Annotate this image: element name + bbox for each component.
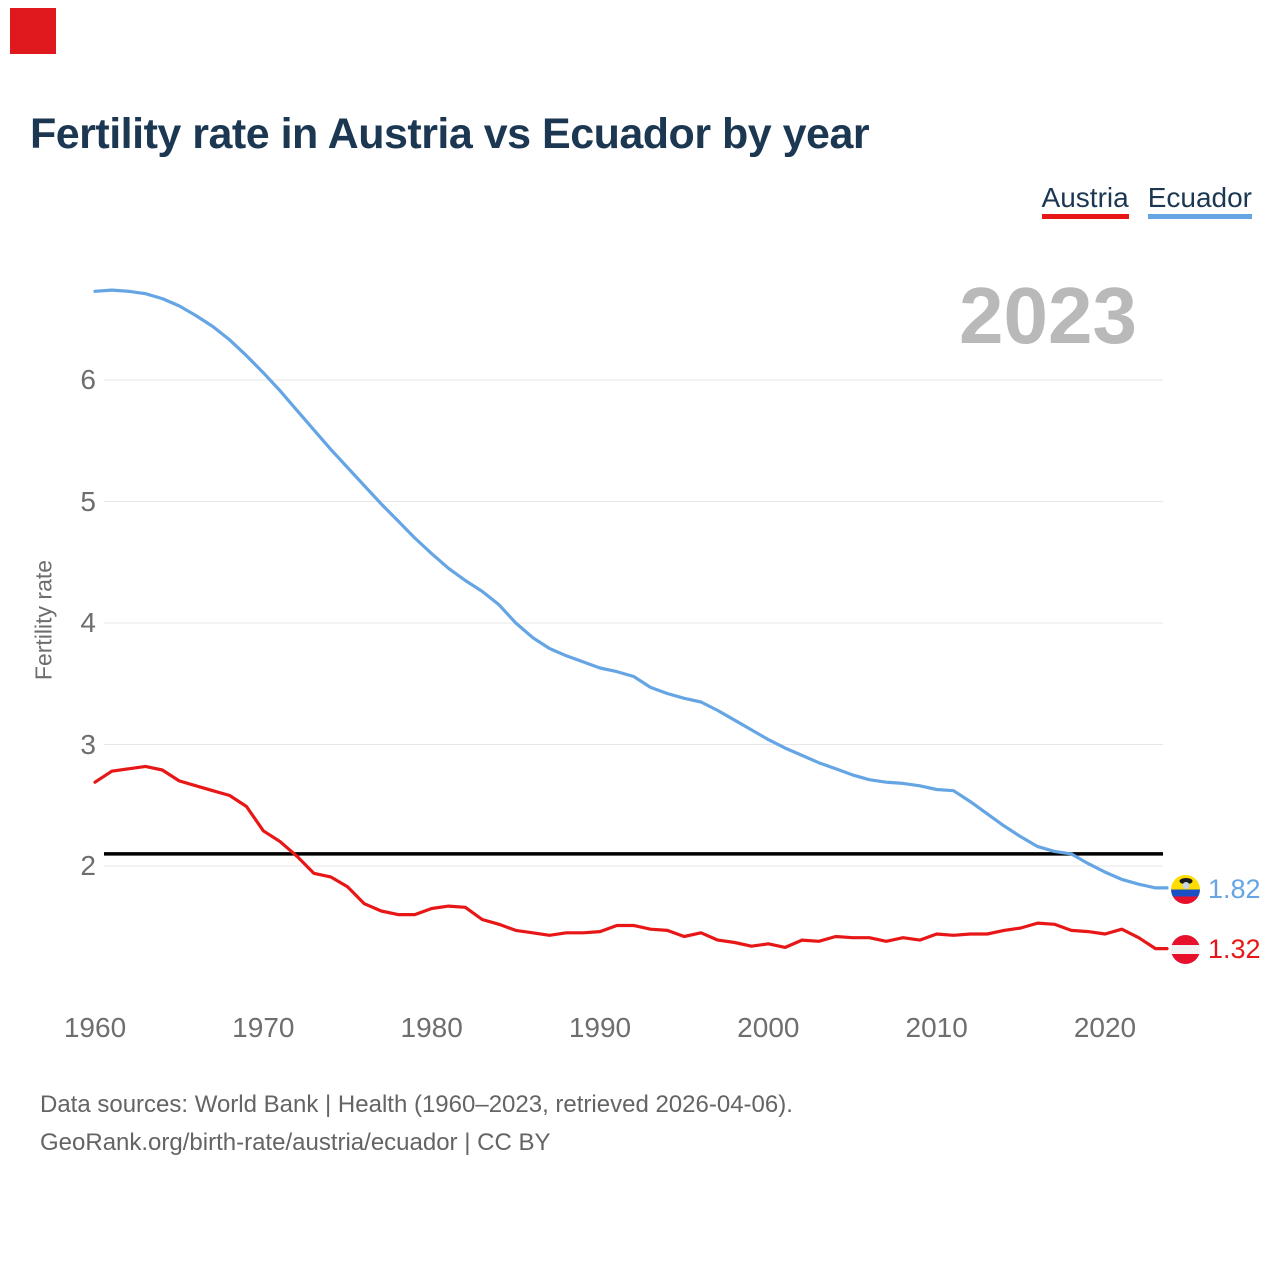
x-tick-label: 1960 (63, 1012, 127, 1043)
legend: Austria Ecuador (1041, 183, 1252, 219)
ecuador-flag-icon (1171, 874, 1200, 904)
footer-data-sources: Data sources: World Bank | Health (1960–… (40, 1091, 793, 1118)
x-tick-label: 2010 (905, 1012, 968, 1043)
x-tick-label: 1980 (400, 1012, 463, 1043)
ecuador-series-line[interactable] (93, 288, 1169, 890)
y-tick-label: 4 (80, 607, 96, 638)
austria-end-value: 1.32 (1208, 934, 1261, 964)
y-tick-label: 5 (80, 485, 96, 517)
y-tick-label: 2 (80, 850, 96, 881)
footer: Data sources: World Bank | Health (1960–… (40, 1086, 793, 1162)
y-tick-label: 6 (80, 364, 96, 395)
page-title: Fertility rate in Austria vs Ecuador by … (30, 110, 870, 158)
austria-end-label: 1.32 (1171, 934, 1261, 964)
red-corner-marker (10, 8, 56, 54)
austria-flag-icon (1171, 934, 1200, 964)
ecuador-end-label: 1.82 (1171, 874, 1261, 904)
austria-series-line[interactable] (93, 764, 1169, 951)
x-tick-label: 1990 (568, 1012, 632, 1043)
gridlines (104, 379, 1163, 867)
legend-item-ecuador[interactable]: Ecuador (1147, 183, 1252, 219)
x-tick-label: 1970 (232, 1012, 295, 1043)
legend-item-austria[interactable]: Austria (1041, 183, 1129, 219)
year-watermark: 2023 (959, 271, 1137, 360)
x-tick-label: 2000 (737, 1012, 800, 1043)
y-tick-label: 3 (80, 728, 96, 760)
ecuador-end-value: 1.82 (1208, 874, 1261, 904)
footer-attribution-link[interactable]: GeoRank.org/birth-rate/austria/ecuador |… (40, 1129, 551, 1156)
x-tick-label: 2020 (1073, 1012, 1137, 1043)
